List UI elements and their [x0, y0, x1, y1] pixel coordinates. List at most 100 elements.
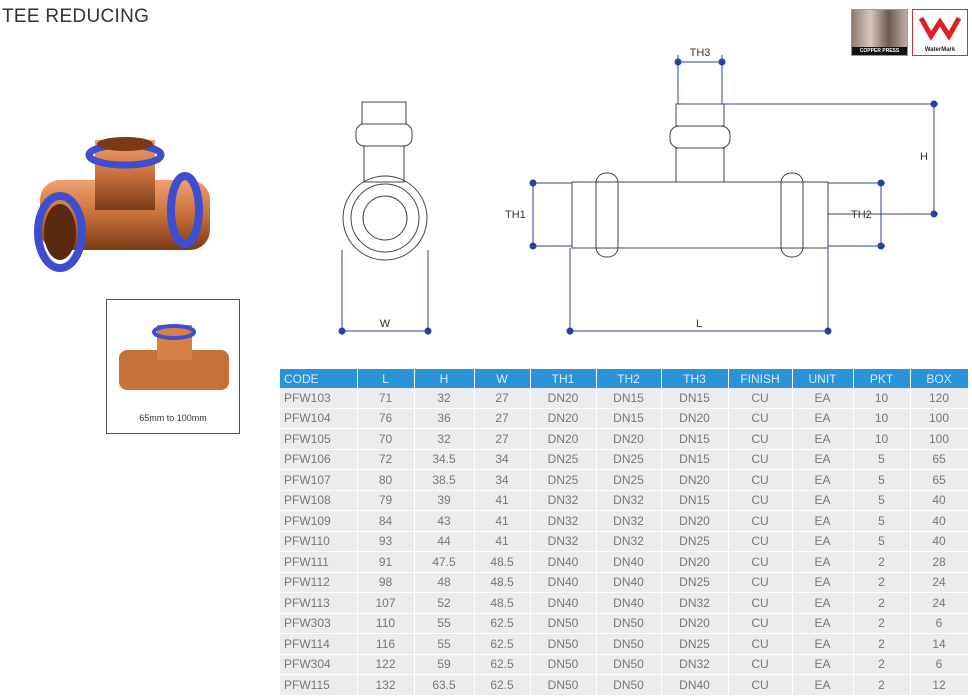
table-cell: 98 — [357, 572, 415, 593]
table-cell: EA — [792, 633, 854, 655]
table-cell: EA — [792, 531, 854, 552]
table-cell: DN50 — [596, 613, 662, 634]
table-cell: DN15 — [596, 408, 662, 429]
table-cell: 44 — [414, 531, 475, 552]
table-cell: DN40 — [661, 674, 729, 696]
table-cell: DN50 — [596, 654, 662, 675]
certification-logos: COPPER PRESS WaterMark — [851, 9, 968, 56]
table-cell: 120 — [910, 388, 969, 409]
table-cell: 2 — [853, 572, 911, 593]
table-cell: 36 — [414, 408, 475, 429]
table-cell: 28 — [910, 551, 969, 573]
column-header: W — [474, 369, 531, 388]
table-cell: DN15 — [596, 388, 662, 409]
table-cell: CU — [728, 592, 793, 614]
table-row: PFW110 93 44 41 DN32 DN32 DN25 CU EA 5 40 — [280, 531, 969, 552]
table-cell: DN50 — [530, 674, 597, 696]
table-cell: PFW105 — [280, 428, 358, 450]
table-cell: DN32 — [596, 490, 662, 511]
copper-press-logo: COPPER PRESS — [851, 9, 908, 56]
table-cell: 100 — [910, 408, 969, 429]
column-header: L — [357, 369, 415, 388]
table-cell: DN25 — [530, 469, 597, 491]
table-cell: PFW112 — [280, 572, 358, 593]
column-header: TH3 — [661, 369, 729, 388]
product-thumbnail: 65mm to 100mm — [106, 299, 240, 434]
table-cell: DN20 — [661, 613, 729, 634]
table-cell: DN25 — [661, 531, 729, 552]
table-cell: DN20 — [661, 469, 729, 491]
table-cell: DN20 — [661, 510, 729, 532]
table-cell: DN20 — [530, 428, 597, 450]
table-cell: CU — [728, 633, 793, 655]
table-cell: CU — [728, 428, 793, 450]
table-cell: 12 — [910, 674, 969, 696]
table-cell: DN40 — [596, 551, 662, 573]
column-header: H — [414, 369, 475, 388]
table-cell: DN15 — [661, 388, 729, 409]
table-cell: 48.5 — [474, 572, 531, 593]
table-cell: 40 — [910, 531, 969, 552]
table-cell: DN50 — [530, 633, 597, 655]
table-row: PFW112 98 48 48.5 DN40 DN40 DN25 CU EA 2 24 — [280, 572, 969, 593]
table-cell: PFW106 — [280, 449, 358, 470]
table-cell: PFW113 — [280, 592, 358, 614]
technical-drawing: TH3 H TH1 TH2 W L — [338, 47, 938, 335]
table-cell: 62.5 — [474, 633, 531, 655]
dim-l: L — [696, 318, 702, 330]
table-row: PFW107 80 38.5 34 DN25 DN25 DN20 CU EA 5 65 — [280, 469, 969, 491]
table-cell: EA — [792, 449, 854, 470]
table-cell: CU — [728, 531, 793, 552]
table-cell: 5 — [853, 531, 911, 552]
page-title: TEE REDUCING — [2, 6, 150, 27]
table-header: CODE L H W TH1 TH2 TH3 FINISH UNIT PKT BOX — [280, 369, 969, 388]
table-cell: 5 — [853, 510, 911, 532]
table-cell: 2 — [853, 674, 911, 696]
table-cell: DN50 — [596, 674, 662, 696]
column-header: PKT — [853, 369, 911, 388]
column-header: CODE — [280, 369, 358, 388]
table-cell: 122 — [357, 654, 415, 675]
column-header: BOX — [910, 369, 969, 388]
table-cell: DN15 — [661, 490, 729, 511]
table-cell: EA — [792, 674, 854, 696]
table-cell: 41 — [474, 490, 531, 511]
table-cell: DN32 — [530, 490, 597, 511]
table-row: PFW109 84 43 41 DN32 DN32 DN20 CU EA 5 40 — [280, 510, 969, 532]
dim-w: W — [380, 318, 391, 330]
table-cell: DN25 — [661, 572, 729, 593]
table-cell: PFW110 — [280, 531, 358, 552]
table-cell: DN32 — [530, 510, 597, 532]
table-cell: 107 — [357, 592, 415, 614]
table-cell: 2 — [853, 613, 911, 634]
table-cell: 132 — [357, 674, 415, 696]
table-cell: 2 — [853, 654, 911, 675]
table-cell: 5 — [853, 469, 911, 491]
table-cell: 62.5 — [474, 654, 531, 675]
column-header: UNIT — [792, 369, 854, 388]
table-cell: PFW303 — [280, 613, 358, 634]
table-cell: DN20 — [661, 408, 729, 429]
table-cell: PFW104 — [280, 408, 358, 429]
table-cell: CU — [728, 510, 793, 532]
thumbnail-caption: 65mm to 100mm — [139, 413, 207, 423]
table-cell: DN32 — [530, 531, 597, 552]
table-row: PFW304 122 59 62.5 DN50 DN50 DN32 CU EA 2 6 — [280, 654, 969, 675]
table-cell: 6 — [910, 654, 969, 675]
table-cell: 10 — [853, 408, 911, 429]
table-cell: 59 — [414, 654, 475, 675]
table-cell: DN20 — [530, 408, 597, 429]
table-cell: 63.5 — [414, 674, 475, 696]
table-row: PFW113 107 52 48.5 DN40 DN40 DN32 CU EA 2 24 — [280, 592, 969, 614]
table-cell: 39 — [414, 490, 475, 511]
table-cell: CU — [728, 572, 793, 593]
table-cell: 27 — [474, 388, 531, 409]
table-cell: 110 — [357, 613, 415, 634]
table-cell: PFW107 — [280, 469, 358, 491]
table-cell: CU — [728, 613, 793, 634]
table-cell: 48 — [414, 572, 475, 593]
table-cell: 34 — [474, 449, 531, 470]
table-cell: 24 — [910, 592, 969, 614]
table-cell: CU — [728, 388, 793, 409]
watermark-logo: WaterMark — [912, 9, 968, 56]
